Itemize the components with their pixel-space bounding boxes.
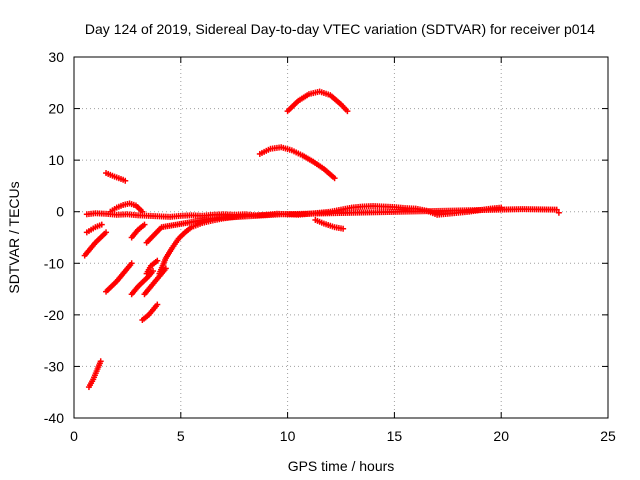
y-tick-label: 0 bbox=[56, 204, 64, 220]
data-point bbox=[555, 209, 562, 216]
x-tick-label: 20 bbox=[493, 428, 509, 444]
data-points bbox=[81, 88, 562, 391]
data-point bbox=[344, 108, 351, 115]
axis-ticks bbox=[73, 56, 609, 419]
data-point bbox=[154, 301, 161, 308]
data-point bbox=[139, 208, 146, 215]
y-tick-label: 30 bbox=[48, 49, 64, 65]
data-point bbox=[98, 221, 105, 228]
y-tick-label: -20 bbox=[44, 307, 64, 323]
data-point bbox=[122, 177, 129, 184]
data-point bbox=[97, 358, 104, 365]
x-tick-label: 25 bbox=[600, 428, 616, 444]
y-tick-labels: -40 -30 -20 -10 0 10 20 30 bbox=[44, 49, 64, 426]
plot-frame bbox=[73, 56, 609, 419]
x-axis-label: GPS time / hours bbox=[288, 458, 395, 474]
x-tick-label: 0 bbox=[70, 428, 78, 444]
data-point bbox=[331, 175, 338, 182]
x-tick-label: 15 bbox=[387, 428, 403, 444]
data-point bbox=[553, 206, 560, 213]
y-axis-label: SDTVAR / TECUs bbox=[6, 181, 22, 293]
y-tick-label: -30 bbox=[44, 358, 64, 374]
y-tick-label: -10 bbox=[44, 255, 64, 271]
data-point bbox=[340, 225, 347, 232]
data-point bbox=[128, 260, 135, 267]
data-point bbox=[154, 257, 161, 264]
x-tick-labels: 0 5 10 15 20 25 bbox=[70, 428, 616, 444]
chart-title: Day 124 of 2019, Sidereal Day-to-day VTE… bbox=[85, 21, 595, 37]
data-point bbox=[103, 229, 110, 236]
y-tick-label: 10 bbox=[48, 152, 64, 168]
data-point bbox=[150, 268, 157, 275]
y-tick-label: -40 bbox=[44, 410, 64, 426]
data-point bbox=[162, 265, 169, 272]
x-tick-label: 5 bbox=[177, 428, 185, 444]
data-point bbox=[141, 221, 148, 228]
y-tick-label: 20 bbox=[48, 101, 64, 117]
x-tick-label: 10 bbox=[280, 428, 296, 444]
